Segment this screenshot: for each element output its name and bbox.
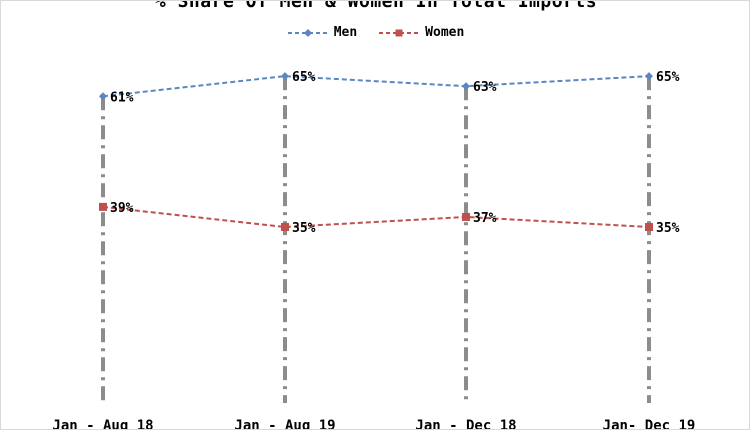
series-line-women: [102, 205, 650, 229]
point-men-0: [99, 92, 107, 101]
legend-item-men: Men: [287, 25, 358, 40]
data-label-women-0: 39%: [110, 201, 134, 216]
point-women-0: [99, 202, 107, 211]
data-label-women-3: 35%: [656, 221, 680, 236]
point-women-2: [462, 212, 470, 221]
data-label-men-2: 63%: [473, 80, 497, 95]
legend-swatch-men: [287, 28, 328, 37]
legend-label-men: Men: [333, 25, 358, 40]
data-label-men-1: 65%: [292, 70, 316, 85]
category-label-3: Jan- Dec 19: [603, 418, 696, 430]
category-label-0: Jan - Aug 18: [52, 418, 153, 430]
legend: Men Women: [1, 25, 749, 40]
data-label-men-0: 61%: [110, 90, 134, 105]
point-men-1: [281, 72, 289, 81]
data-label-women-1: 35%: [292, 221, 316, 236]
point-men-2: [462, 82, 470, 91]
category-label-1: Jan - Aug 19: [234, 418, 335, 430]
point-men-3: [645, 72, 653, 81]
legend-item-women: Women: [379, 25, 464, 40]
category-label-2: Jan - Dec 18: [415, 418, 516, 430]
legend-label-women: Women: [425, 25, 465, 40]
legend-swatch-women: [379, 29, 420, 36]
data-label-women-2: 37%: [473, 211, 497, 226]
chart-title: % Share Of Men & Women In Total Imports: [154, 0, 598, 12]
point-women-3: [645, 223, 653, 231]
series-line-men: [102, 75, 650, 98]
point-women-1: [281, 223, 289, 231]
data-label-men-3: 65%: [656, 70, 680, 85]
